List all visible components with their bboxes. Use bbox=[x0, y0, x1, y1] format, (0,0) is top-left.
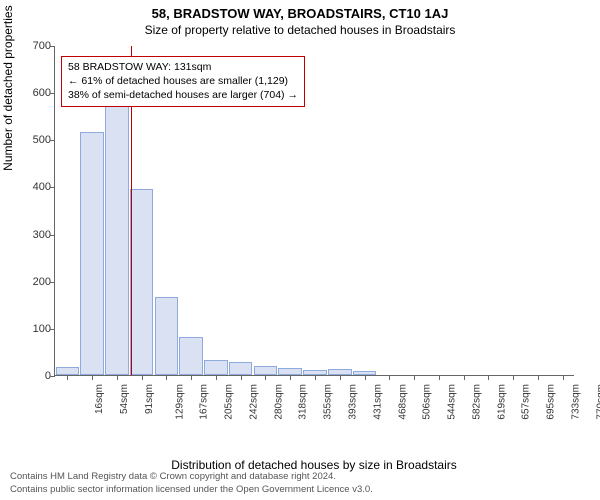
x-tick bbox=[216, 375, 217, 380]
histogram-bar bbox=[80, 132, 104, 375]
x-tick-label: 582sqm bbox=[471, 384, 482, 420]
x-tick bbox=[414, 375, 415, 380]
x-tick bbox=[315, 375, 316, 380]
x-tick bbox=[488, 375, 489, 380]
y-axis-title: Number of detached properties bbox=[1, 5, 15, 170]
x-tick bbox=[166, 375, 167, 380]
x-tick bbox=[538, 375, 539, 380]
x-tick bbox=[365, 375, 366, 380]
histogram-bar bbox=[105, 83, 129, 375]
x-tick-label: 355sqm bbox=[323, 384, 334, 420]
y-tick bbox=[50, 376, 55, 377]
annotation-box: 58 BRADSTOW WAY: 131sqm← 61% of detached… bbox=[61, 56, 305, 107]
x-tick-label: 619sqm bbox=[496, 384, 507, 420]
histogram-bar bbox=[229, 362, 253, 375]
x-tick bbox=[142, 375, 143, 380]
x-tick bbox=[340, 375, 341, 380]
x-tick-label: 770sqm bbox=[595, 384, 600, 420]
chart-area: Number of detached properties 0100200300… bbox=[54, 46, 574, 414]
footer-line-2: Contains public sector information licen… bbox=[10, 484, 373, 496]
y-tick bbox=[50, 187, 55, 188]
x-tick bbox=[389, 375, 390, 380]
histogram-bar bbox=[56, 367, 80, 375]
x-tick-label: 242sqm bbox=[249, 384, 260, 420]
x-tick bbox=[67, 375, 68, 380]
y-tick bbox=[50, 140, 55, 141]
x-tick-label: 91sqm bbox=[144, 384, 155, 414]
x-tick bbox=[563, 375, 564, 380]
y-tick bbox=[50, 235, 55, 236]
x-tick-label: 280sqm bbox=[273, 384, 284, 420]
x-tick-label: 167sqm bbox=[199, 384, 210, 420]
x-tick bbox=[265, 375, 266, 380]
annotation-line: 38% of semi-detached houses are larger (… bbox=[68, 88, 298, 102]
y-tick-label: 200 bbox=[19, 276, 51, 288]
x-tick-label: 468sqm bbox=[397, 384, 408, 420]
y-tick-label: 700 bbox=[19, 40, 51, 52]
chart-title: 58, BRADSTOW WAY, BROADSTAIRS, CT10 1AJ bbox=[0, 0, 600, 21]
x-tick-label: 129sqm bbox=[174, 384, 185, 420]
x-tick-label: 695sqm bbox=[546, 384, 557, 420]
histogram-bar bbox=[278, 368, 302, 375]
chart-subtitle: Size of property relative to detached ho… bbox=[0, 21, 600, 37]
annotation-line: 58 BRADSTOW WAY: 131sqm bbox=[68, 60, 298, 74]
y-tick-label: 0 bbox=[19, 370, 51, 382]
x-tick bbox=[92, 375, 93, 380]
y-tick bbox=[50, 46, 55, 47]
histogram-bar bbox=[155, 297, 179, 375]
x-tick bbox=[191, 375, 192, 380]
x-tick-label: 506sqm bbox=[422, 384, 433, 420]
annotation-line: ← 61% of detached houses are smaller (1,… bbox=[68, 74, 298, 88]
x-tick-label: 431sqm bbox=[372, 384, 383, 420]
x-tick-label: 657sqm bbox=[521, 384, 532, 420]
x-tick bbox=[241, 375, 242, 380]
y-tick-label: 500 bbox=[19, 134, 51, 146]
y-tick bbox=[50, 93, 55, 94]
y-tick-label: 600 bbox=[19, 87, 51, 99]
x-tick-label: 16sqm bbox=[94, 384, 105, 414]
y-tick-label: 100 bbox=[19, 323, 51, 335]
histogram-bar bbox=[179, 337, 203, 375]
x-tick-label: 54sqm bbox=[119, 384, 130, 414]
x-tick bbox=[290, 375, 291, 380]
footer-attribution: Contains HM Land Registry data © Crown c… bbox=[10, 471, 373, 496]
x-tick-label: 733sqm bbox=[570, 384, 581, 420]
x-tick-label: 393sqm bbox=[348, 384, 359, 420]
footer-line-1: Contains HM Land Registry data © Crown c… bbox=[10, 471, 373, 483]
histogram-bar bbox=[204, 360, 228, 375]
x-tick bbox=[117, 375, 118, 380]
y-tick-label: 400 bbox=[19, 181, 51, 193]
x-tick bbox=[464, 375, 465, 380]
histogram-bar bbox=[254, 366, 278, 375]
x-tick-label: 205sqm bbox=[224, 384, 235, 420]
x-tick bbox=[513, 375, 514, 380]
x-tick-label: 318sqm bbox=[298, 384, 309, 420]
y-tick bbox=[50, 282, 55, 283]
y-tick-label: 300 bbox=[19, 229, 51, 241]
plot-area: 010020030040050060070016sqm54sqm91sqm129… bbox=[54, 46, 574, 376]
histogram-bar bbox=[130, 189, 154, 375]
x-tick bbox=[439, 375, 440, 380]
x-axis-title: Distribution of detached houses by size … bbox=[54, 458, 574, 472]
x-tick-label: 544sqm bbox=[447, 384, 458, 420]
y-tick bbox=[50, 329, 55, 330]
